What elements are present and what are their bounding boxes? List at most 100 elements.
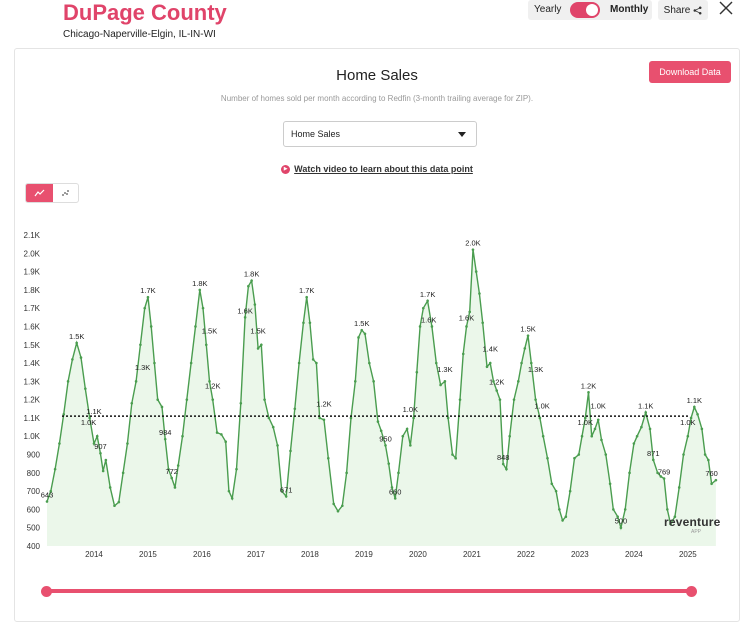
data-point (596, 418, 600, 422)
data-point (600, 438, 603, 442)
data-label: 1.1K (86, 407, 101, 416)
x-tick-label: 2024 (625, 550, 643, 559)
data-point (357, 336, 360, 339)
chart-view-toggle[interactable] (25, 183, 79, 203)
data-point (405, 427, 409, 431)
data-point (648, 427, 652, 431)
data-point (628, 471, 631, 475)
data-point (311, 358, 315, 361)
data-point (526, 334, 530, 337)
data-point (693, 405, 696, 409)
data-label: 769 (658, 467, 671, 476)
data-point (235, 467, 238, 471)
switch-knob (586, 4, 598, 16)
data-point (393, 497, 397, 500)
data-point (372, 380, 375, 383)
data-point (573, 456, 576, 460)
slider-handle-start[interactable] (41, 586, 52, 597)
data-label: 671 (280, 485, 293, 494)
data-label: 772 (165, 467, 178, 476)
data-label: 1.5K (202, 326, 217, 335)
data-label: 1.3K (437, 365, 452, 374)
data-label: 1.4K (483, 345, 498, 354)
data-point (239, 402, 243, 405)
share-button[interactable]: Share (658, 0, 708, 20)
data-point (534, 398, 537, 401)
data-point (474, 270, 478, 273)
data-point (45, 500, 49, 503)
data-label: 984 (159, 428, 172, 437)
data-point (341, 504, 344, 508)
close-icon (719, 1, 733, 15)
data-label: 500 (615, 517, 628, 526)
data-label: 1.7K (299, 286, 314, 295)
data-point (580, 434, 584, 438)
data-point (227, 489, 231, 493)
download-data-button[interactable]: Download Data (649, 61, 731, 83)
period-toggle[interactable]: Yearly Monthly (528, 0, 652, 20)
data-point (315, 361, 318, 365)
close-button[interactable] (716, 0, 736, 20)
data-point (397, 471, 400, 475)
period-switch[interactable] (570, 2, 600, 18)
data-point (418, 325, 422, 328)
video-link-text[interactable]: Watch video to learn about this data poi… (294, 164, 473, 174)
data-point (390, 486, 394, 489)
data-point (101, 469, 105, 473)
data-point (256, 347, 260, 350)
data-label: 871 (647, 449, 660, 458)
data-point (289, 449, 292, 453)
data-label: 1.5K (354, 319, 369, 328)
data-label: 660 (389, 487, 402, 496)
data-point (434, 361, 438, 365)
select-value: Home Sales (291, 129, 341, 139)
date-range-slider[interactable] (44, 589, 692, 593)
county-title: DuPage County (63, 0, 227, 25)
data-point (485, 365, 489, 369)
data-point (75, 341, 78, 345)
toggle-yearly-label[interactable]: Yearly (534, 4, 562, 15)
data-point (163, 437, 167, 441)
data-point (659, 475, 663, 478)
data-point (260, 343, 263, 347)
data-label: 848 (497, 453, 510, 462)
data-point (126, 442, 129, 445)
data-point (368, 361, 371, 365)
data-point (568, 489, 572, 493)
y-tick-label: 900 (27, 451, 41, 460)
data-point (495, 389, 499, 392)
slider-handle-end[interactable] (686, 586, 697, 597)
video-link[interactable]: ▶ Watch video to learn about this data po… (15, 164, 739, 175)
x-tick-label: 2017 (247, 550, 265, 559)
line-view-button[interactable] (26, 184, 53, 202)
data-label: 1.2K (316, 400, 331, 409)
x-tick-label: 2023 (571, 550, 589, 559)
chart-title: Home Sales (336, 67, 418, 84)
data-point (332, 502, 335, 506)
scatter-view-button[interactable] (53, 184, 78, 202)
data-point (387, 462, 391, 465)
data-point (267, 416, 271, 420)
data-point (430, 325, 434, 328)
data-point (492, 380, 495, 383)
data-label: 1.8K (244, 270, 259, 279)
data-point (651, 458, 655, 462)
data-label: 1.0K (578, 418, 593, 427)
y-tick-label: 700 (27, 487, 41, 496)
data-point (520, 361, 523, 365)
data-point (538, 416, 542, 420)
data-point (673, 515, 677, 519)
data-point (662, 477, 666, 480)
data-point (541, 434, 545, 438)
data-point-select[interactable]: Home Sales (283, 121, 477, 147)
data-point (84, 387, 87, 390)
data-point (546, 456, 549, 460)
data-point (293, 407, 297, 411)
data-point (247, 284, 250, 288)
toggle-monthly-label[interactable]: Monthly (610, 4, 649, 15)
data-point (384, 444, 387, 447)
y-tick-label: 1.3K (24, 377, 41, 386)
data-point (204, 343, 208, 347)
y-tick-label: 1.9K (24, 268, 41, 277)
y-tick-label: 2.1K (24, 231, 41, 240)
